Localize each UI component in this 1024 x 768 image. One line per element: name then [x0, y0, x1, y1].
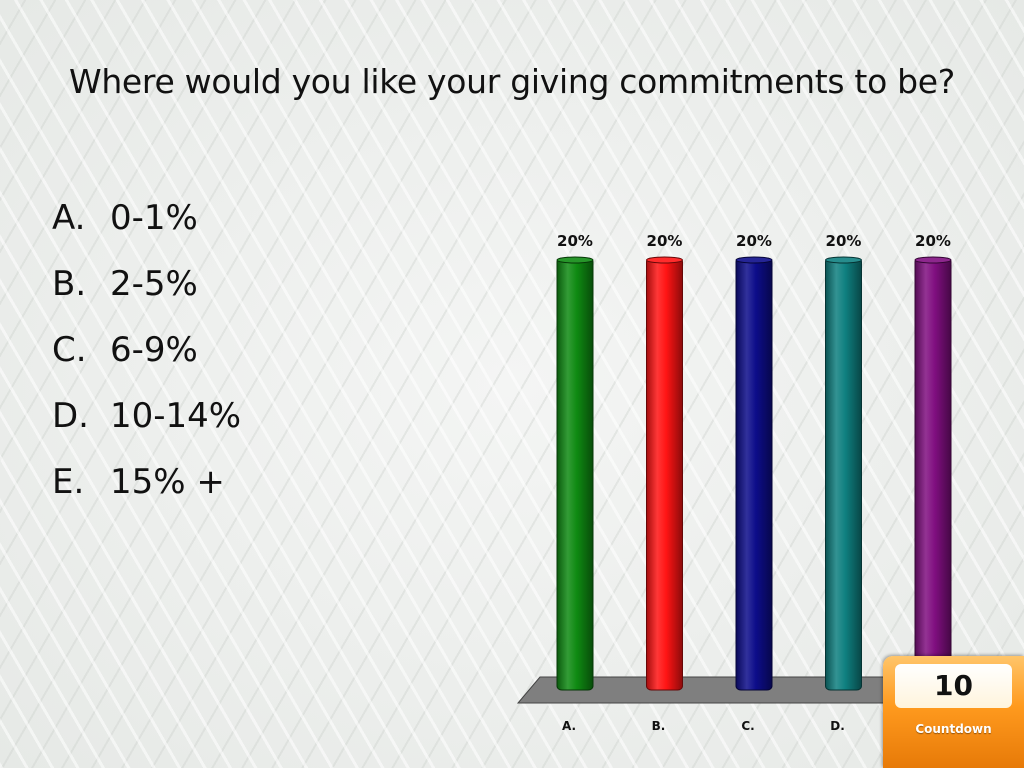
slide-title: Where would you like your giving commitm… [68, 62, 956, 101]
bar-cap [825, 256, 862, 264]
bar-c [735, 257, 773, 691]
answer-options: A. 0-1% B. 2-5% C. 6-9% D. 10-14% E. 15% + [52, 196, 241, 526]
countdown-display: 10 [895, 664, 1012, 708]
data-label: 20% [826, 232, 862, 250]
option-letter: B. [52, 264, 87, 304]
bar-cap [646, 256, 683, 264]
category-label: A. [562, 719, 576, 733]
bar-cap [735, 256, 773, 264]
data-label: 20% [736, 232, 772, 250]
bar-cap [556, 256, 594, 264]
option-text: 0-1% [110, 198, 198, 238]
countdown-label: Countdown [915, 722, 992, 736]
bar-cap [914, 256, 952, 264]
option-e: E. 15% + [52, 460, 241, 526]
countdown-timer: 10 Countdown [883, 656, 1024, 768]
option-a: A. 0-1% [52, 196, 241, 262]
data-label: 20% [647, 232, 683, 250]
option-text: 10-14% [110, 396, 242, 436]
bar-a [556, 257, 594, 691]
data-label: 20% [915, 232, 951, 250]
option-c: C. 6-9% [52, 328, 241, 394]
option-text: 15% + [110, 462, 225, 502]
option-text: 2-5% [110, 264, 198, 304]
category-label: D. [830, 719, 845, 733]
bar-b [646, 257, 683, 691]
category-label: B. [652, 719, 666, 733]
option-text: 6-9% [110, 330, 198, 370]
data-label: 20% [557, 232, 593, 250]
option-d: D. 10-14% [52, 394, 241, 460]
bar-d [825, 257, 862, 691]
option-letter: C. [52, 330, 87, 370]
option-letter: A. [52, 198, 86, 238]
countdown-value: 10 [934, 669, 973, 702]
option-letter: D. [52, 396, 89, 436]
category-label: C. [741, 719, 754, 733]
option-letter: E. [52, 462, 85, 502]
option-b: B. 2-5% [52, 262, 241, 328]
bar-e [914, 257, 952, 691]
